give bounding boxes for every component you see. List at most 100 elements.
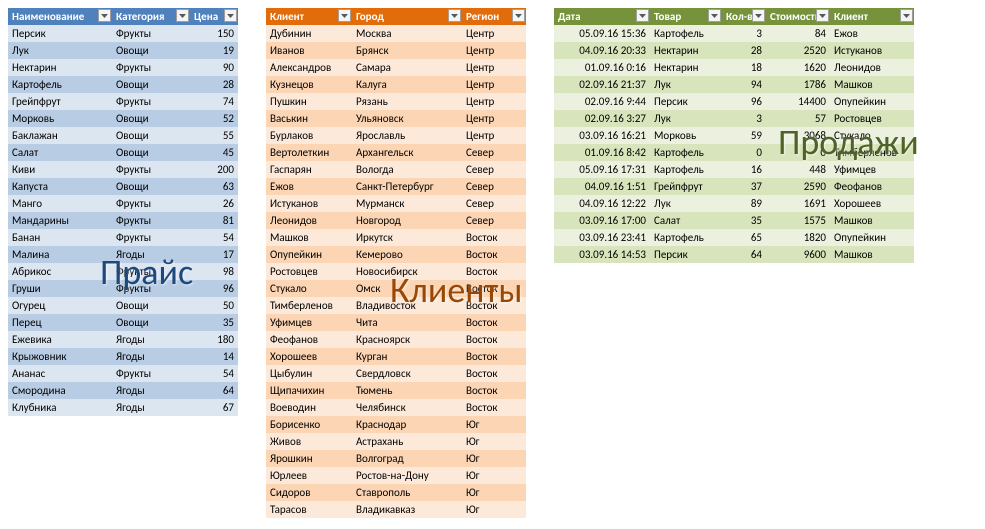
sales-cell: Картофель	[650, 229, 722, 246]
clients-row: СидоровСтавропольЮг	[266, 484, 526, 501]
clients-row: БорисенкоКраснодарЮг	[266, 416, 526, 433]
filter-dropdown-icon[interactable]	[98, 9, 111, 22]
price-cell: 50	[190, 297, 238, 314]
price-cell: Персик	[8, 25, 112, 42]
filter-dropdown-icon[interactable]	[708, 9, 721, 22]
sales-cell: Хорошеев	[830, 195, 914, 212]
price-cell: Овощи	[112, 110, 190, 127]
sales-header-3[interactable]: Стоимость	[766, 8, 830, 25]
price-cell: Фрукты	[112, 263, 190, 280]
filter-dropdown-icon[interactable]	[816, 9, 829, 22]
sales-header-1[interactable]: Товар	[650, 8, 722, 25]
clients-cell: Хорошеев	[266, 348, 352, 365]
sales-cell: 64	[722, 246, 766, 263]
sales-row: 01.09.16 8:42Картофель00Тимберленов	[554, 144, 914, 161]
sales-cell: Картофель	[650, 161, 722, 178]
filter-dropdown-icon[interactable]	[448, 9, 461, 22]
price-cell: Овощи	[112, 42, 190, 59]
clients-row: ГаспарянВологдаСевер	[266, 161, 526, 178]
clients-cell: Курган	[352, 348, 462, 365]
sales-row: 04.09.16 12:22Лук891691Хорошеев	[554, 195, 914, 212]
filter-dropdown-icon[interactable]	[636, 9, 649, 22]
price-row: КрыжовникЯгоды14	[8, 348, 238, 365]
clients-cell: Владивосток	[352, 297, 462, 314]
filter-dropdown-icon[interactable]	[338, 9, 351, 22]
clients-row: РостовцевНовосибирскВосток	[266, 263, 526, 280]
sales-cell: Лук	[650, 110, 722, 127]
clients-row: ВертолеткинАрхангельскСевер	[266, 144, 526, 161]
clients-cell: Ульяновск	[352, 110, 462, 127]
sales-cell: Опупейкин	[830, 229, 914, 246]
price-cell: Овощи	[112, 76, 190, 93]
clients-cell: Цыбулин	[266, 365, 352, 382]
clients-cell: Кемерово	[352, 246, 462, 263]
clients-header-2[interactable]: Регион	[462, 8, 526, 25]
price-row: ЛукОвощи19	[8, 42, 238, 59]
filter-dropdown-icon[interactable]	[176, 9, 189, 22]
price-row: КартофельОвощи28	[8, 76, 238, 93]
price-cell: Овощи	[112, 297, 190, 314]
clients-cell: Центр	[462, 76, 526, 93]
sales-cell: Лук	[650, 76, 722, 93]
price-cell: 55	[190, 127, 238, 144]
price-header-1[interactable]: Категория	[112, 8, 190, 25]
price-cell: Фрукты	[112, 365, 190, 382]
clients-cell: Центр	[462, 59, 526, 76]
sales-cell: 02.09.16 21:37	[554, 76, 650, 93]
clients-cell: Гаспарян	[266, 161, 352, 178]
sales-header-0[interactable]: Дата	[554, 8, 650, 25]
clients-row: ЕжовСанкт-ПетербургСевер	[266, 178, 526, 195]
filter-dropdown-icon[interactable]	[752, 9, 765, 22]
filter-dropdown-icon[interactable]	[900, 9, 913, 22]
clients-cell: Восток	[462, 399, 526, 416]
price-cell: 98	[190, 263, 238, 280]
sales-cell: 3	[722, 25, 766, 42]
price-cell: Груши	[8, 280, 112, 297]
price-row: МангоФрукты26	[8, 195, 238, 212]
sales-cell: 02.09.16 3:27	[554, 110, 650, 127]
clients-row: УфимцевЧитаВосток	[266, 314, 526, 331]
price-cell: Ягоды	[112, 331, 190, 348]
sales-cell: 3	[722, 110, 766, 127]
price-cell: Фрукты	[112, 93, 190, 110]
price-cell: Смородина	[8, 382, 112, 399]
sales-cell: Тимберленов	[830, 144, 914, 161]
sales-row: 02.09.16 3:27Лук357Ростовцев	[554, 110, 914, 127]
clients-cell: Север	[462, 212, 526, 229]
sales-header-label: Стоимость	[770, 10, 820, 23]
clients-cell: Борисенко	[266, 416, 352, 433]
price-row: КлубникаЯгоды67	[8, 399, 238, 416]
filter-dropdown-icon[interactable]	[512, 9, 525, 22]
sales-cell: Феофанов	[830, 178, 914, 195]
sales-header-4[interactable]: Клиент	[830, 8, 914, 25]
clients-cell: Новосибирск	[352, 263, 462, 280]
clients-cell: Самара	[352, 59, 462, 76]
clients-cell: Центр	[462, 110, 526, 127]
filter-dropdown-icon[interactable]	[224, 9, 237, 22]
clients-row: ЦыбулинСвердловскВосток	[266, 365, 526, 382]
sales-row: 01.09.16 0:16Нектарин181620Леонидов	[554, 59, 914, 76]
price-cell: 52	[190, 110, 238, 127]
price-row: ПерсикФрукты150	[8, 25, 238, 42]
sales-cell: Уфимцев	[830, 161, 914, 178]
sales-header-2[interactable]: Кол-во	[722, 8, 766, 25]
sales-row: 02.09.16 9:44Персик9614400Опупейкин	[554, 93, 914, 110]
clients-cell: Новгород	[352, 212, 462, 229]
clients-cell: Восток	[462, 297, 526, 314]
price-cell: Огурец	[8, 297, 112, 314]
sales-row: 04.09.16 1:51Грейпфрут372590Феофанов	[554, 178, 914, 195]
price-header-0[interactable]: Наименование	[8, 8, 112, 25]
clients-cell: Живов	[266, 433, 352, 450]
clients-header-0[interactable]: Клиент	[266, 8, 352, 25]
clients-header-1[interactable]: Город	[352, 8, 462, 25]
sales-header-label: Дата	[558, 10, 581, 23]
clients-row: МашковИркутскВосток	[266, 229, 526, 246]
price-header-2[interactable]: Цена	[190, 8, 238, 25]
clients-cell: Ярошкин	[266, 450, 352, 467]
price-cell: Мандарины	[8, 212, 112, 229]
clients-cell: Тюмень	[352, 382, 462, 399]
clients-row: АлександровСамараЦентр	[266, 59, 526, 76]
clients-header-label: Клиент	[270, 10, 304, 23]
clients-cell: Санкт-Петербург	[352, 178, 462, 195]
sales-cell: 04.09.16 20:33	[554, 42, 650, 59]
